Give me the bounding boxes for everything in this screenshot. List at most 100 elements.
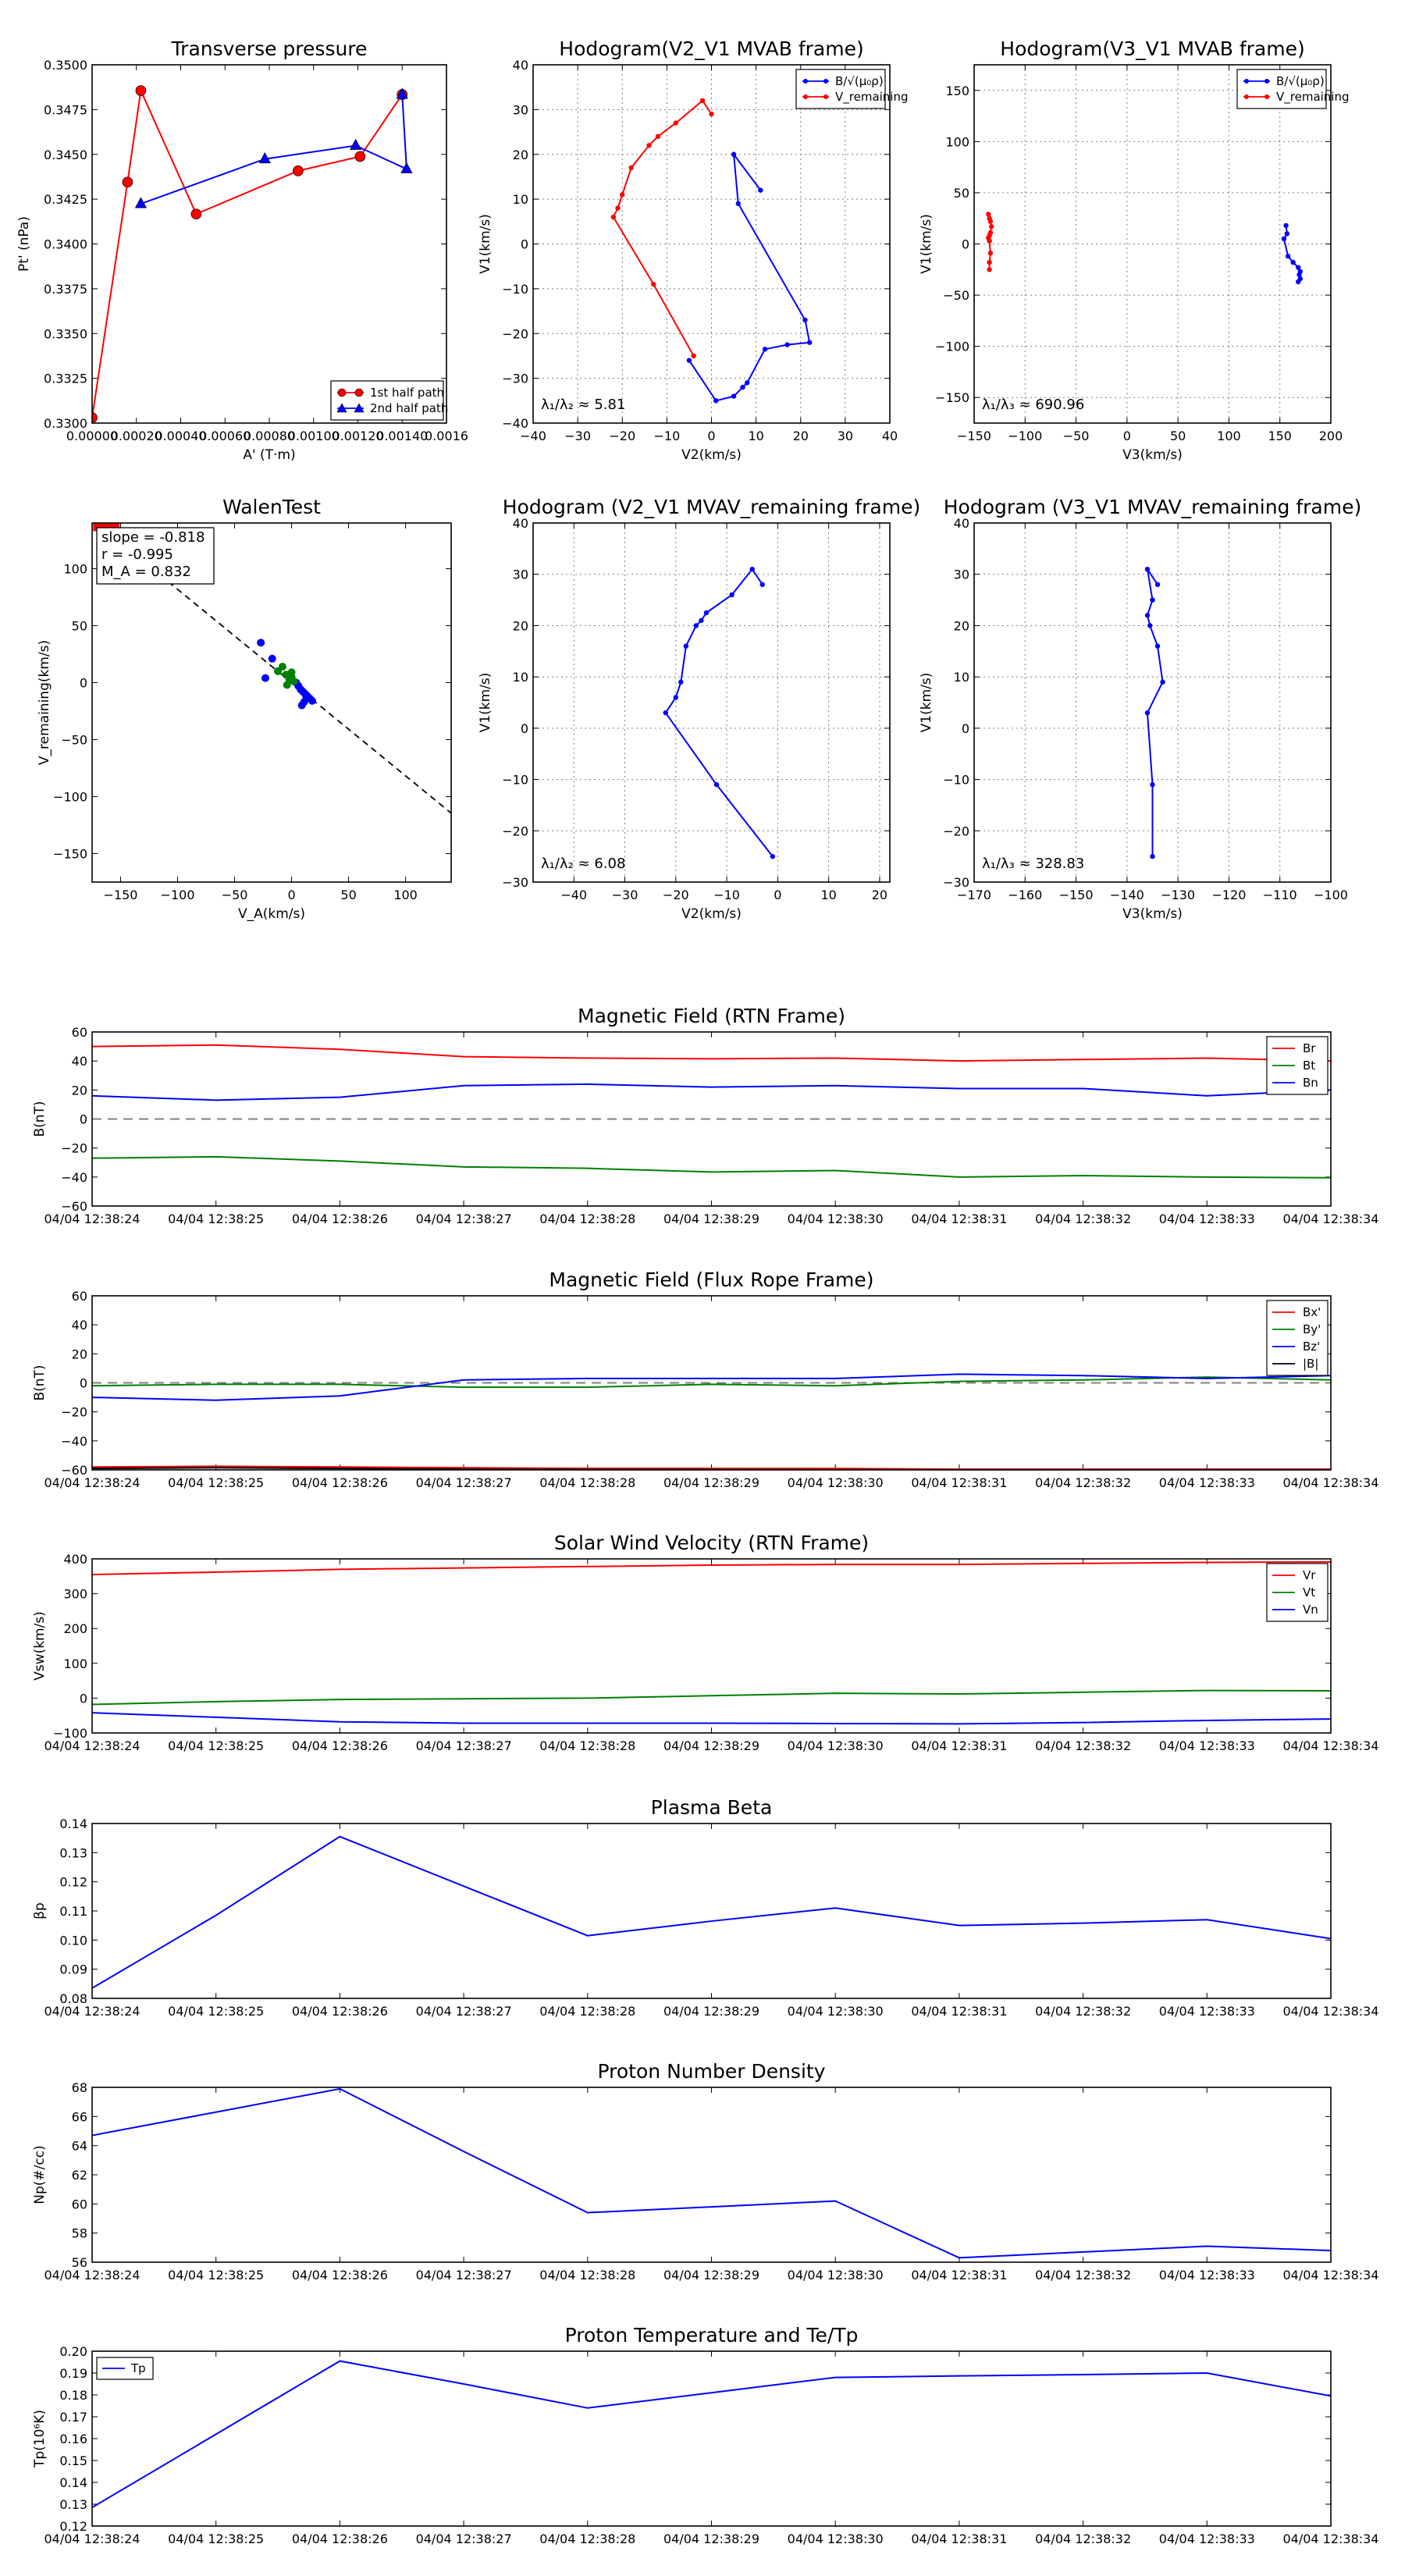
data-point — [1290, 259, 1296, 265]
y-tick-label: 0 — [521, 721, 528, 736]
x-tick-label: −100 — [1008, 429, 1042, 443]
y-tick-label: 60 — [72, 2197, 87, 2211]
y-tick-label: 60 — [72, 1025, 87, 1040]
y-tick-label: 10 — [513, 670, 528, 685]
y-tick-label: 0.09 — [59, 1962, 87, 1977]
y-tick-label: 0.12 — [59, 2519, 87, 2534]
time-tick-label: 04/04 12:38:29 — [663, 2004, 759, 2019]
plot-frame — [91, 1823, 1332, 1999]
y-tick-label: −30 — [502, 372, 528, 386]
legend-box — [795, 69, 886, 109]
data-point — [759, 582, 765, 588]
y-tick-label: 300 — [63, 1587, 87, 1602]
time-tick-label: 04/04 12:38:30 — [788, 2268, 884, 2282]
y-tick-label: 0 — [962, 721, 969, 736]
time-tick-label: 04/04 12:38:34 — [1282, 2004, 1378, 2019]
plot-frame — [973, 64, 1332, 424]
y-axis-label: Vsw(km/s) — [32, 1611, 48, 1681]
y-tick-label: −20 — [943, 824, 969, 838]
x-tick-label: −160 — [1008, 888, 1042, 902]
y-tick-label: −10 — [502, 773, 528, 788]
y-tick-label: 56 — [72, 2255, 87, 2270]
y-tick-label: 100 — [63, 561, 87, 576]
y-tick-label: 100 — [945, 134, 969, 149]
x-tick-label: 0.0016 — [425, 429, 468, 443]
data-point — [762, 347, 768, 352]
chart-h31r: −170 −160 −150 −140 −130 −120 −110 −100−30−20−1… — [919, 496, 1361, 922]
x-tick-label: 0.00080 — [244, 429, 295, 443]
data-point — [986, 212, 991, 217]
legend-label: By' — [1303, 1322, 1321, 1336]
x-tick-label: 40 — [882, 429, 898, 443]
time-tick-label: 04/04 12:38:25 — [168, 1738, 264, 1753]
data-point — [1297, 272, 1302, 278]
y-tick-label: 50 — [954, 186, 969, 201]
stats-line: r = -0.995 — [101, 546, 173, 563]
time-tick-label: 04/04 12:38:31 — [911, 1212, 1007, 1226]
y-tick-label: 66 — [72, 2109, 87, 2124]
chart-h21r: −40 −30 −20 −10 0 10 20 −30 −20 −10 0 10 20 30 40Hodog… — [478, 496, 920, 922]
y-tick-label: 40 — [72, 1318, 87, 1332]
y-tick-label: 0.14 — [59, 2475, 87, 2490]
y-tick-label: −30 — [502, 875, 528, 890]
x-tick-label: −30 — [564, 429, 591, 443]
chart-title: Hodogram (V2_V1 MVAV_remaining frame) — [503, 496, 921, 518]
x-tick-label: −50 — [222, 888, 248, 902]
x-tick-label: −20 — [609, 429, 635, 443]
y-axis-label: V1(km/s) — [919, 214, 934, 274]
y-tick-label: 0.15 — [59, 2453, 87, 2468]
time-tick-label: 04/04 12:38:32 — [1035, 1212, 1131, 1226]
data-point — [1296, 265, 1301, 270]
y-tick-label: −40 — [61, 1170, 87, 1185]
y-tick-label: 62 — [72, 2168, 87, 2183]
x-axis-label: V3(km/s) — [1122, 447, 1183, 463]
legend-marker — [823, 94, 828, 99]
ratio-annotation: λ₁/λ₃ ≈ 328.83 — [982, 856, 1084, 872]
y-tick-label: −30 — [943, 875, 969, 890]
legend-marker — [1264, 79, 1269, 84]
series-line — [92, 1835, 1331, 1989]
legend-box — [1236, 69, 1327, 109]
x-tick-label: −150 — [1059, 888, 1094, 902]
y-tick-label: 50 — [72, 618, 87, 633]
y-tick-label: 20 — [72, 1347, 87, 1361]
time-tick-label: 04/04 12:38:34 — [1282, 1738, 1378, 1753]
data-point — [806, 340, 813, 345]
scatter-point — [283, 681, 291, 689]
data-point — [1281, 236, 1287, 242]
red-point — [93, 523, 103, 532]
x-tick-label: 0.00060 — [199, 429, 251, 443]
data-point — [987, 267, 992, 272]
time-tick-label: 04/04 12:38:27 — [416, 1212, 512, 1226]
y-tick-label: 0.3425 — [44, 192, 87, 207]
y-tick-label: 40 — [72, 1054, 87, 1069]
legend-marker — [823, 79, 828, 84]
scatter-point — [287, 673, 296, 681]
x-tick-label: −100 — [161, 888, 195, 902]
y-tick-label: −10 — [943, 773, 969, 788]
data-point — [135, 85, 147, 96]
legend-label: Bn — [1303, 1076, 1318, 1090]
x-axis-label: V2(km/s) — [681, 447, 742, 463]
series-line — [92, 1083, 1331, 1101]
x-tick-label: 0 — [287, 888, 295, 902]
legend-marker — [803, 79, 808, 84]
y-tick-label: 64 — [72, 2139, 87, 2154]
time-tick-label: 04/04 12:38:29 — [663, 1738, 759, 1753]
time-tick-label: 04/04 12:38:25 — [168, 1212, 264, 1226]
time-tick-label: 04/04 12:38:30 — [788, 1738, 884, 1753]
series-line — [688, 151, 811, 402]
x-tick-label: −20 — [663, 888, 689, 902]
data-point — [683, 643, 689, 649]
y-tick-label: −40 — [502, 416, 528, 431]
chart-h31: −150 −100 −50 0 50 100 150 200 −150 −100 −50 0 50 100… — [919, 37, 1350, 463]
y-tick-label: 100 — [63, 1656, 87, 1671]
plot-frame — [532, 522, 891, 883]
plot-frame — [91, 2087, 1332, 2263]
scatter-point — [302, 693, 311, 702]
data-point — [713, 398, 719, 404]
data-point — [673, 120, 678, 126]
data-point — [988, 224, 994, 229]
series-line — [92, 1155, 1331, 1179]
